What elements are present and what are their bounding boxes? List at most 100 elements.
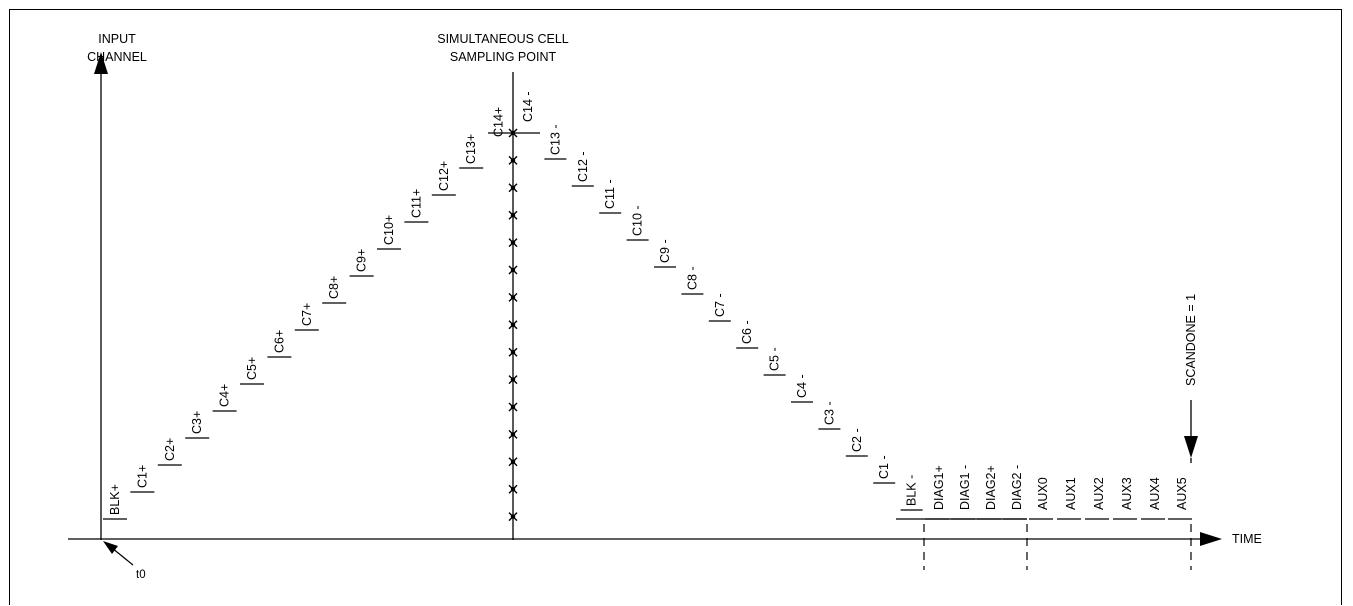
channel-c12-minus: C12 - [571,151,594,187]
y-axis-arrowhead [94,52,108,74]
channel-c11-minus: C11 - [599,179,622,214]
channel-c7-minus: C7 - [708,293,731,322]
channel-label: C10+ [382,215,396,245]
channel-label: DIAG2 - [1010,465,1024,510]
channel-aux5: AUX5 [1168,477,1192,520]
channel-label: AUX3 [1120,477,1134,510]
channel-label: C8+ [327,276,341,299]
sample-mark [508,265,518,275]
channel-label: C1 - [877,455,891,479]
channel-c8-minus: C8 - [681,266,704,295]
t0-label: t0 [136,569,146,581]
channel-c10-minus: C10 - [626,205,649,241]
channel-blk-minus: BLK - [900,475,923,511]
channel-label: C3 - [822,401,836,425]
channel-label: DIAG1+ [932,465,946,510]
scandone-arrowhead [1184,436,1198,458]
channel-aux1: AUX1 [1057,477,1081,520]
channel-label: C2 - [850,428,864,452]
channel-blk-plus: BLK+ [103,484,127,520]
channel-c4-plus: C4+ [212,384,237,412]
channel-aux4: AUX4 [1141,477,1165,520]
channel-label: C10 - [631,205,645,236]
channel-c9-plus: C9+ [349,249,374,277]
t0-pointer-line [111,547,134,566]
channel-c14-plus: C14+ [492,107,506,137]
channel-label: C3+ [190,411,204,434]
channel-c13-plus: C13+ [459,134,484,169]
channel-label: C12+ [437,161,451,191]
sample-mark [508,292,518,302]
channel-label: C13 - [548,124,562,155]
channel-c13-minus: C13 - [544,124,567,160]
descending-channels: C14 - C13 - C12 - C11 - C10 - C9 - C8 - C7 - C6 … [521,91,1027,520]
channel-label: DIAG1 - [958,465,972,510]
sample-mark [508,457,518,467]
channel-c11-plus: C11+ [404,189,429,223]
channel-c7-plus: C7+ [294,303,319,331]
sample-marks [508,128,518,522]
sample-mark [508,238,518,248]
channel-label: C7 - [713,293,727,317]
channel-c6-minus: C6 - [736,320,759,349]
channel-label: C11 - [603,179,617,209]
sample-mark [508,402,518,412]
sampling-point-label-line2: SAMPLING POINT [450,50,557,64]
time-axis-label: TIME [1232,532,1262,546]
sample-mark [508,183,518,193]
channel-c8-plus: C8+ [322,276,347,304]
channel-c10-plus: C10+ [377,215,401,250]
channel-label: C12 - [576,151,590,182]
channel-label: AUX5 [1175,477,1189,510]
sample-mark [508,484,518,494]
channel-c14-minus: C14 - [521,91,535,122]
channel-c5-plus: C5+ [240,357,264,385]
channel-label: DIAG2+ [984,465,998,510]
channel-c3-minus: C3 - [818,401,841,430]
channel-diag2-plus: DIAG2+ [977,465,1001,520]
t0-pointer-arrowhead [103,541,118,554]
channel-c2-plus: C2+ [157,438,182,466]
channel-aux2: AUX2 [1085,477,1109,520]
channel-label: C4 - [795,374,809,398]
channel-c6-plus: C6+ [267,330,292,358]
scandone-label: SCANDONE = 1 [1184,294,1198,386]
channel-diag1-minus: DIAG1 - [951,465,975,520]
channel-c4-minus: C4 - [791,374,813,403]
channel-label: C6+ [272,330,286,353]
channel-label: C1+ [135,465,149,488]
channel-label: C5+ [245,357,259,380]
channel-label: C13+ [464,134,478,164]
sample-mark [508,375,518,385]
channel-label: AUX1 [1064,477,1078,510]
channel-aux0: AUX0 [1029,477,1053,520]
channel-label: AUX0 [1036,477,1050,510]
sample-mark [508,155,518,165]
channel-diag2-minus: DIAG2 - [1003,465,1027,520]
channel-label: C8 - [685,266,699,290]
y-axis-label-line2: CHANNEL [87,50,147,64]
channel-c1-minus: C1 - [873,455,896,484]
channel-c2-minus: C2 - [845,428,868,457]
diag-aux-channels: DIAG1+ DIAG1 - DIAG2+ DIAG2 - AUX0 AUX1 AUX2 AU… [925,465,1192,520]
channel-label: C11+ [409,189,423,218]
x-axis-arrowhead [1200,532,1222,546]
channel-label: C14 - [521,91,535,122]
channel-label: C5 - [768,347,782,371]
channel-c12-plus: C12+ [431,161,456,196]
channel-label: C9+ [355,249,369,272]
sample-mark [508,429,518,439]
channel-c5-minus: C5 - [763,347,786,376]
sample-mark [508,210,518,220]
channel-label: C7+ [300,303,314,326]
channel-aux3: AUX3 [1113,477,1137,520]
channel-label: C9 - [658,239,672,263]
sample-mark [508,512,518,522]
channel-label: BLK - [905,475,919,506]
diagram-frame [9,9,1342,605]
channel-label: AUX2 [1092,477,1106,510]
sampling-point-label-line1: SIMULTANEOUS CELL [437,32,569,46]
channel-c1-plus: C1+ [130,465,155,493]
sample-mark [508,128,518,138]
